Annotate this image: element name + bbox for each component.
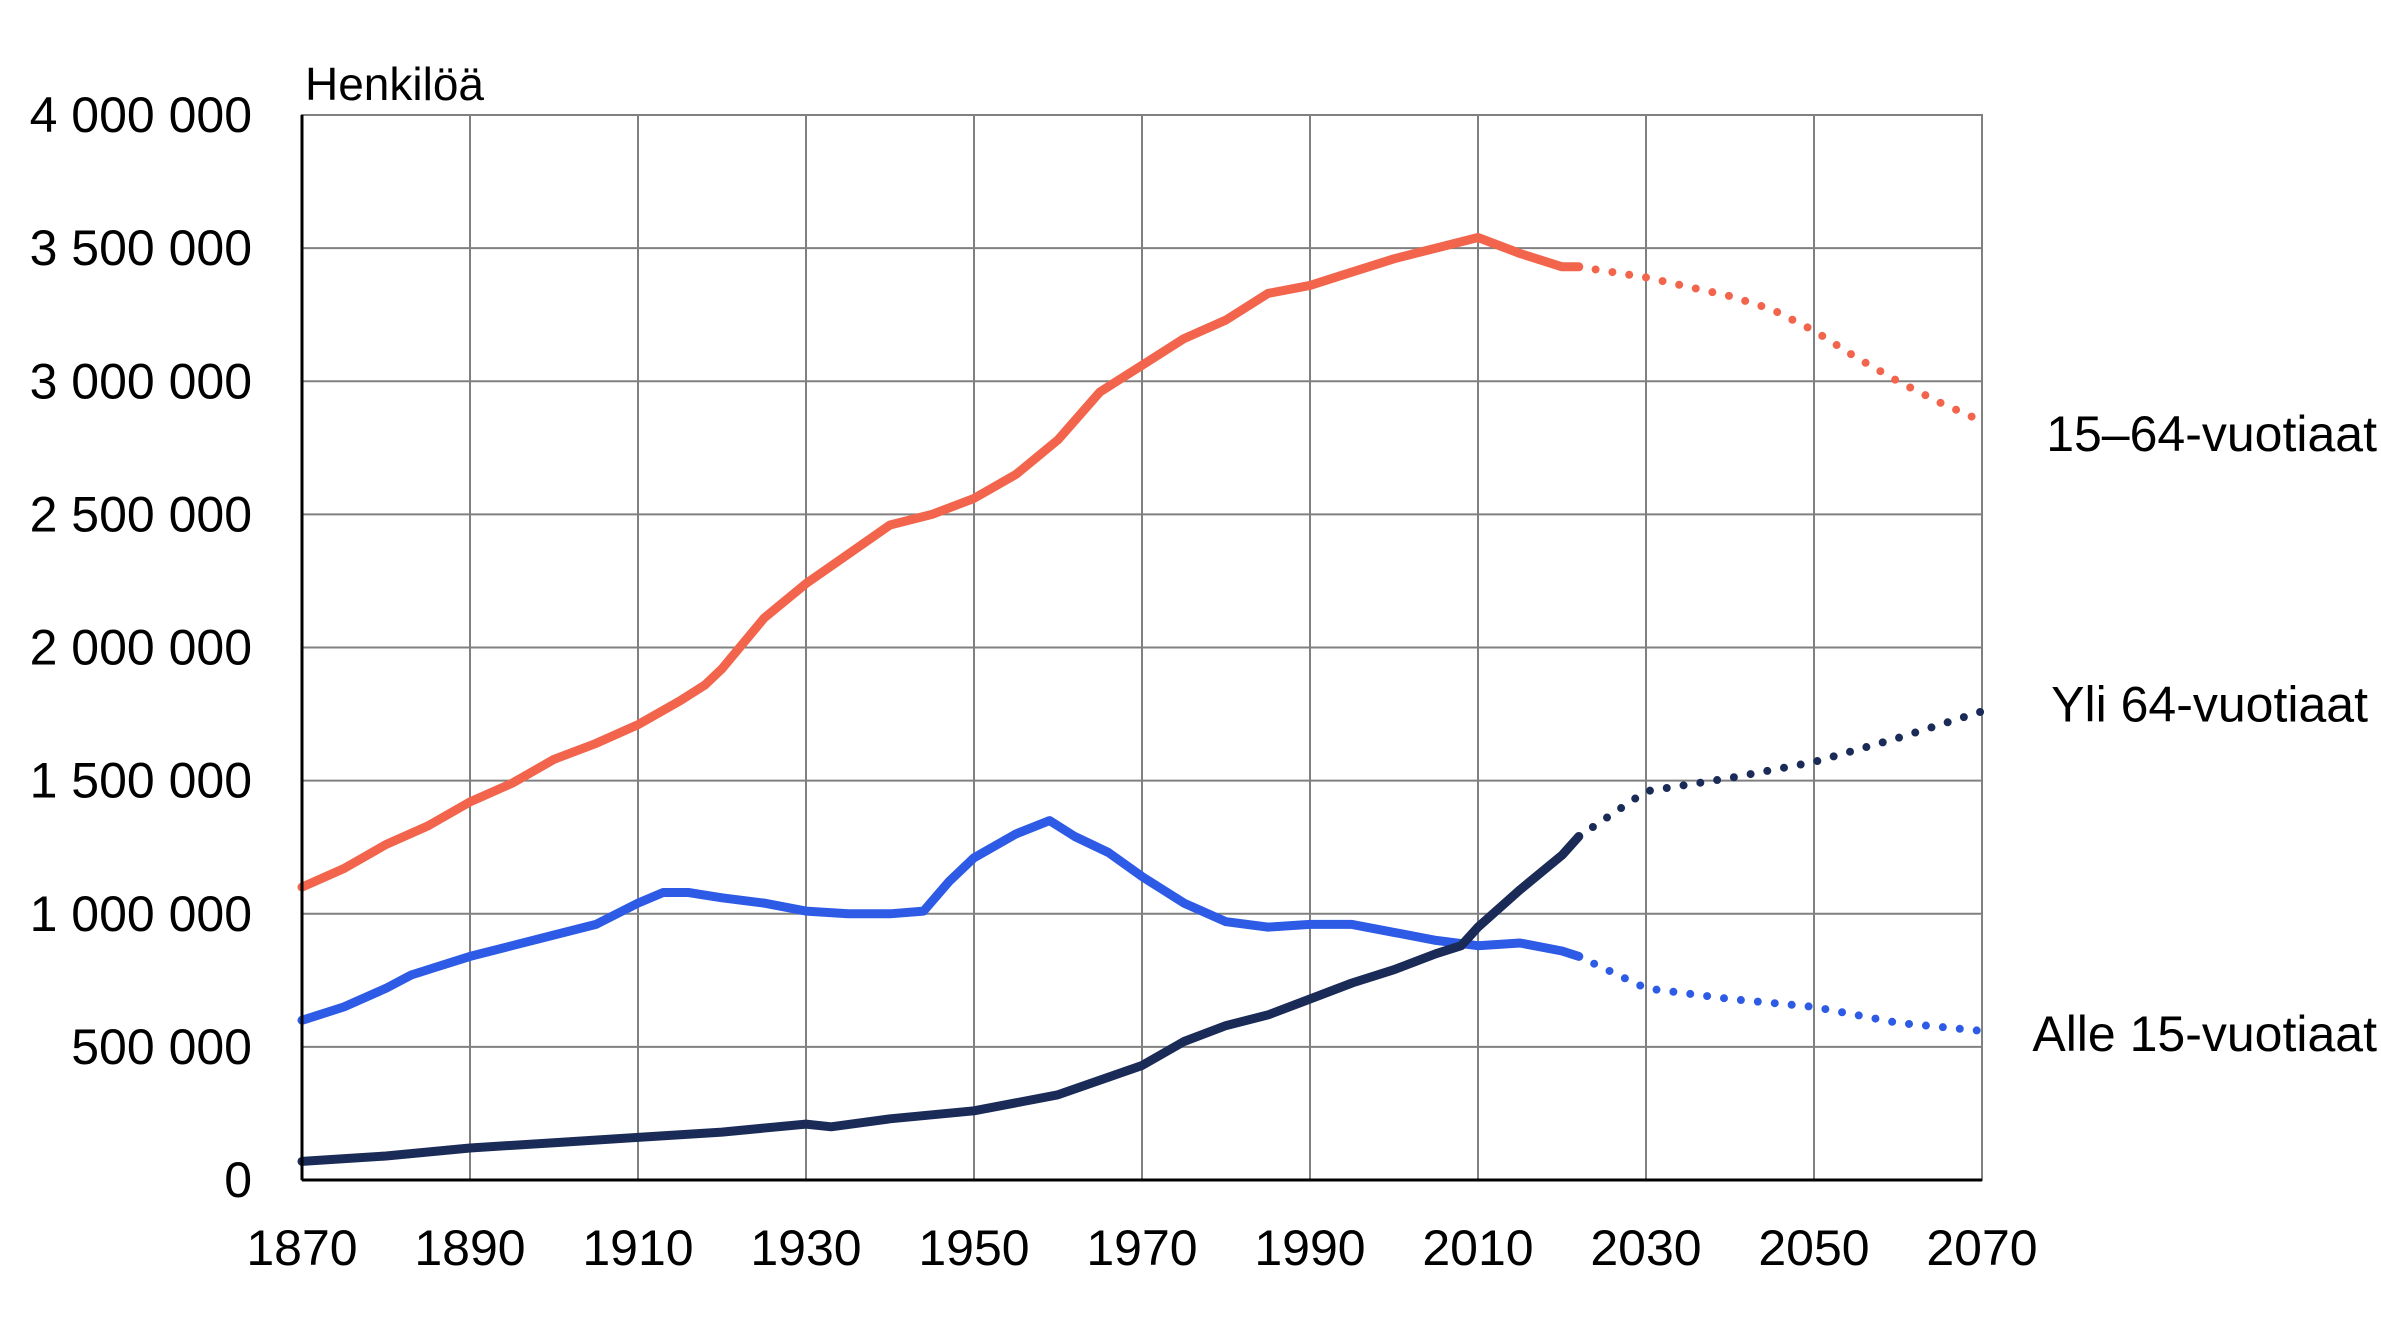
- series-1-observed-line: [297, 816, 1584, 1025]
- series-labels: 15–64-vuotiaat Alle 15-vuotiaat Yli 64-vuo…: [2032, 406, 2377, 1062]
- axes: [300, 115, 1982, 1182]
- x-tick-label: 2010: [1422, 1220, 1533, 1276]
- series-1-projection-line: [1574, 952, 1986, 1035]
- series-label-0: 15–64-vuotiaat: [2046, 406, 2377, 462]
- y-tick-label: 1 000 000: [30, 886, 252, 942]
- series-lines: [297, 233, 1986, 1166]
- y-tick-label: 1 500 000: [30, 753, 252, 809]
- y-tick-label: 3 500 000: [30, 220, 252, 276]
- gridlines: [301, 114, 1983, 1181]
- x-tick-labels: 1870 1890 1910 1930 1950 1970 1990 2010 2030 2050…: [246, 1220, 2037, 1276]
- x-tick-label: 2030: [1590, 1220, 1701, 1276]
- x-tick-label: 1890: [414, 1220, 525, 1276]
- y-tick-label: 2 500 000: [30, 486, 252, 542]
- series-label-2: Yli 64-vuotiaat: [2051, 676, 2368, 732]
- series-2-observed-line: [297, 832, 1584, 1166]
- x-tick-label: 1930: [750, 1220, 861, 1276]
- y-tick-label: 3 000 000: [30, 353, 252, 409]
- y-tick-label: 0: [224, 1152, 252, 1208]
- series-0-projection-line: [1574, 262, 1986, 426]
- y-axis-label: Henkilöä: [305, 58, 484, 110]
- y-tick-label: 2 000 000: [30, 620, 252, 676]
- series-2-projection-line: [1574, 707, 1986, 841]
- y-tick-label: 4 000 000: [30, 87, 252, 143]
- series-0-observed-line: [297, 233, 1584, 892]
- x-tick-label: 2050: [1758, 1220, 1869, 1276]
- x-tick-label: 1910: [582, 1220, 693, 1276]
- x-tick-label: 1970: [1086, 1220, 1197, 1276]
- x-tick-label: 2070: [1926, 1220, 2037, 1276]
- x-tick-label: 1990: [1254, 1220, 1365, 1276]
- series-label-1: Alle 15-vuotiaat: [2032, 1006, 2377, 1062]
- x-tick-label: 1950: [918, 1220, 1029, 1276]
- y-tick-label: 500 000: [71, 1019, 252, 1075]
- x-tick-label: 1870: [246, 1220, 357, 1276]
- y-tick-labels: 0 500 000 1 000 000 1 500 000 2 000 000 2 500…: [30, 87, 252, 1208]
